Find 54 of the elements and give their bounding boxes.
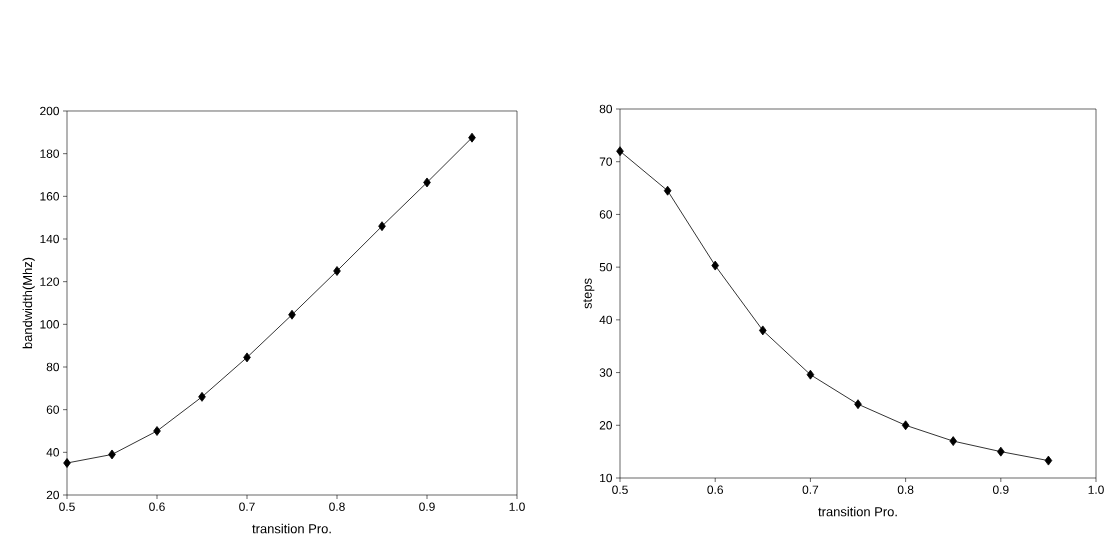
y-tick-label: 70 [599, 157, 613, 166]
point [663, 185, 672, 196]
y-tick-label: 100 [40, 320, 60, 329]
point [333, 266, 341, 276]
point [288, 309, 296, 320]
point [108, 449, 116, 460]
y-tick-label: 40 [599, 315, 613, 325]
y-tick-label: 40 [46, 448, 60, 457]
x-tick-label: 0.9 [992, 485, 1009, 494]
point [153, 426, 161, 436]
y-tick-label: 120 [40, 277, 60, 286]
point [616, 146, 624, 157]
y-tick-label: 180 [40, 149, 60, 158]
x-tick-label: 0.6 [149, 502, 165, 511]
y-tick-label: 160 [40, 192, 60, 201]
x-tick-label: 0.7 [239, 502, 255, 511]
y-axis-title: bandwidth(Mhz) [22, 257, 35, 349]
y-tick-label: 80 [599, 104, 613, 114]
y-tick-label: 20 [46, 490, 60, 500]
point [468, 132, 476, 143]
x-tick-label: 1.0 [509, 502, 525, 511]
x-axis-title: transition Pro. [818, 506, 897, 517]
point [997, 446, 1005, 457]
y-tick-label: 30 [599, 368, 613, 377]
point [711, 260, 719, 271]
point [198, 391, 206, 402]
point [806, 369, 815, 380]
point [243, 352, 251, 363]
point [854, 399, 862, 410]
x-tick-label: 0.9 [419, 502, 435, 511]
point [1044, 455, 1053, 466]
x-axis-title: transition Pro. [252, 523, 331, 534]
y-axis-title: steps [583, 278, 595, 309]
point [378, 221, 386, 232]
point [423, 177, 431, 188]
x-tick-label: 0.5 [612, 485, 628, 494]
y-tick-label: 80 [46, 362, 60, 372]
x-tick-label: 0.6 [707, 485, 723, 494]
y-tick-label: 200 [40, 106, 60, 116]
y-tick-label: 60 [599, 210, 613, 219]
y-tick-label: 60 [46, 405, 60, 414]
y-tick-label: 20 [599, 421, 613, 430]
x-tick-label: 0.8 [329, 502, 345, 511]
point [949, 436, 957, 446]
point [901, 420, 910, 431]
y-tick-label: 140 [40, 234, 60, 244]
x-tick-label: 1.0 [1088, 485, 1104, 494]
y-tick-label: 50 [599, 262, 613, 272]
x-tick-label: 0.7 [802, 485, 819, 494]
x-tick-label: 0.5 [59, 502, 75, 511]
y-tick-label: 10 [600, 473, 613, 483]
x-tick-label: 0.8 [897, 485, 914, 494]
point [759, 325, 767, 336]
point [63, 458, 71, 468]
